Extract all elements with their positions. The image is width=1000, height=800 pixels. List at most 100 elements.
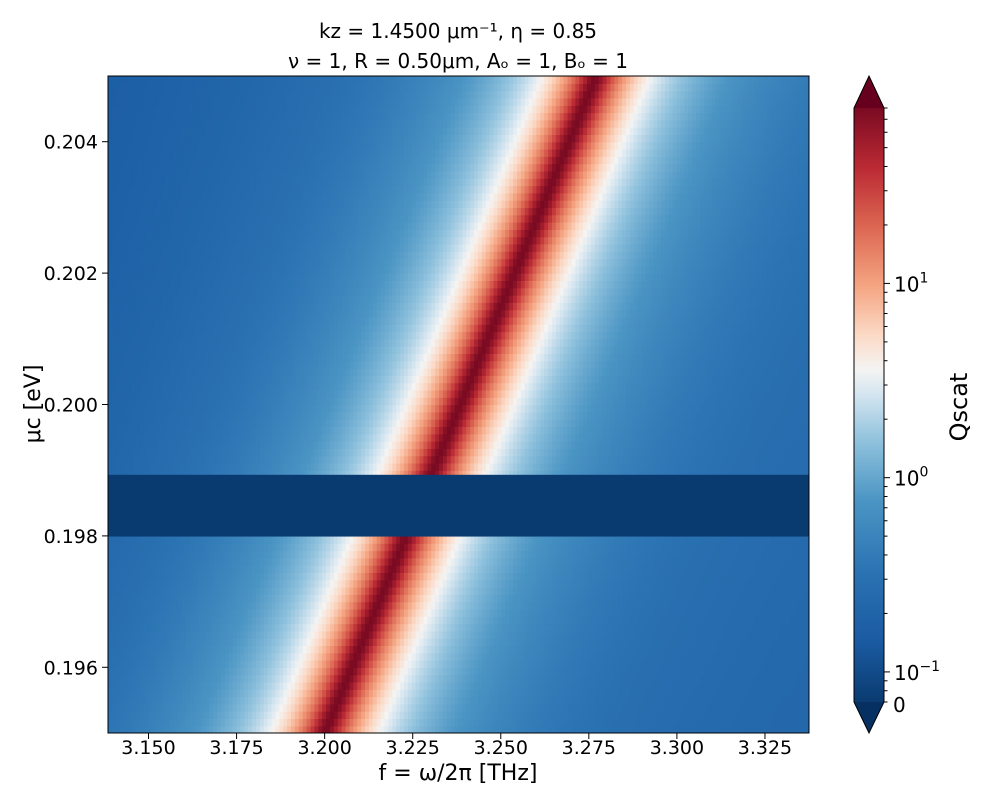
- heatmap-cell: [501, 660, 506, 668]
- heatmap-cell: [602, 645, 608, 654]
- heatmap-cell: [423, 718, 428, 727]
- heatmap-cell: [322, 638, 327, 646]
- heatmap-cell: [127, 550, 132, 559]
- heatmap-cell: [314, 587, 319, 595]
- heatmap-cell: [240, 667, 245, 676]
- heatmap-cell: [742, 557, 748, 566]
- heatmap-cell: [770, 550, 775, 559]
- heatmap-cell: [548, 565, 553, 573]
- heatmap-cell: [341, 660, 347, 668]
- heatmap-cell: [520, 630, 526, 639]
- heatmap-cell: [680, 543, 685, 552]
- heatmap-cell: [513, 543, 518, 552]
- heatmap-cell: [442, 550, 448, 559]
- heatmap-cell: [298, 630, 304, 639]
- heatmap-cell: [551, 696, 557, 705]
- heatmap-cell: [442, 638, 448, 646]
- heatmap-cell: [345, 579, 351, 588]
- heatmap-cell: [758, 557, 763, 566]
- heatmap-cell: [388, 550, 393, 559]
- heatmap-cell: [279, 623, 284, 632]
- heatmap-cell: [672, 660, 678, 668]
- heatmap-cell: [692, 535, 697, 544]
- heatmap-cell: [789, 718, 795, 727]
- heatmap-cell: [333, 645, 339, 654]
- heatmap-cell: [174, 711, 179, 719]
- heatmap-cell: [793, 587, 798, 595]
- heatmap-cell: [139, 652, 144, 661]
- heatmap-cell: [368, 652, 374, 661]
- heatmap-cell: [505, 565, 510, 573]
- heatmap-cell: [224, 550, 230, 559]
- heatmap-cell: [731, 535, 736, 544]
- heatmap-cell: [380, 718, 386, 727]
- heatmap-cell: [606, 711, 611, 719]
- heatmap-cell: [248, 689, 253, 698]
- heatmap-cell: [427, 601, 432, 610]
- heatmap-cell: [368, 696, 374, 705]
- heatmap-cell: [723, 630, 728, 639]
- heatmap-cell: [536, 623, 541, 632]
- heatmap-cell: [244, 660, 249, 668]
- heatmap-cell: [361, 703, 366, 712]
- heatmap-cell: [481, 674, 487, 683]
- heatmap-cell: [310, 638, 315, 646]
- heatmap-cell: [766, 535, 771, 544]
- heatmap-cell: [727, 711, 732, 719]
- heatmap-cell: [318, 543, 323, 552]
- heatmap-cell: [641, 725, 647, 733]
- heatmap-cell: [629, 565, 635, 573]
- heatmap-cell: [610, 638, 615, 646]
- heatmap-cell: [777, 579, 783, 588]
- heatmap-cell: [458, 587, 463, 595]
- heatmap-cell: [384, 543, 389, 552]
- heatmap-cell: [668, 681, 674, 690]
- heatmap-cell: [610, 660, 615, 668]
- heatmap-cell: [205, 630, 210, 639]
- heatmap-cell: [645, 674, 650, 683]
- heatmap-cell: [439, 645, 444, 654]
- heatmap-cell: [474, 623, 479, 632]
- heatmap-cell: [298, 703, 304, 712]
- heatmap-cell: [232, 667, 238, 676]
- heatmap-cell: [353, 638, 358, 646]
- heatmap-cell: [294, 557, 300, 566]
- heatmap-cell: [466, 667, 471, 676]
- heatmap-cell: [727, 594, 732, 603]
- heatmap-cell: [559, 725, 565, 733]
- heatmap-cell: [283, 557, 288, 566]
- heatmap-cell: [174, 616, 179, 625]
- heatmap-cell: [618, 608, 623, 617]
- heatmap-cell: [108, 667, 113, 676]
- heatmap-cell: [579, 630, 584, 639]
- heatmap-cell: [287, 652, 292, 661]
- heatmap-cell: [563, 543, 569, 552]
- heatmap-cell: [158, 594, 164, 603]
- heatmap-cell: [559, 652, 565, 661]
- heatmap-cell: [528, 703, 534, 712]
- heatmap-cell: [244, 543, 249, 552]
- heatmap-cell: [232, 557, 238, 566]
- heatmap-cell: [209, 608, 214, 617]
- heatmap-cell: [189, 718, 195, 727]
- heatmap-cell: [314, 718, 319, 727]
- heatmap-cell: [415, 587, 421, 595]
- heatmap-cell: [653, 535, 658, 544]
- heatmap-cell: [551, 557, 557, 566]
- heatmap-cell: [442, 674, 448, 683]
- heatmap-cell: [571, 674, 576, 683]
- heatmap-cell: [446, 689, 452, 698]
- heatmap-cell: [123, 587, 129, 595]
- heatmap-cell: [446, 660, 452, 668]
- heatmap-cell: [637, 535, 643, 544]
- heatmap-cell: [372, 557, 378, 566]
- heatmap-cell: [622, 718, 627, 727]
- heatmap-cell: [349, 711, 354, 719]
- heatmap-cell: [154, 579, 160, 588]
- heatmap-cell: [680, 660, 685, 668]
- heatmap-cell: [633, 601, 639, 610]
- heatmap-cell: [213, 645, 218, 654]
- heatmap-cell: [497, 630, 502, 639]
- heatmap-cell: [193, 645, 199, 654]
- heatmap-cell: [594, 601, 600, 610]
